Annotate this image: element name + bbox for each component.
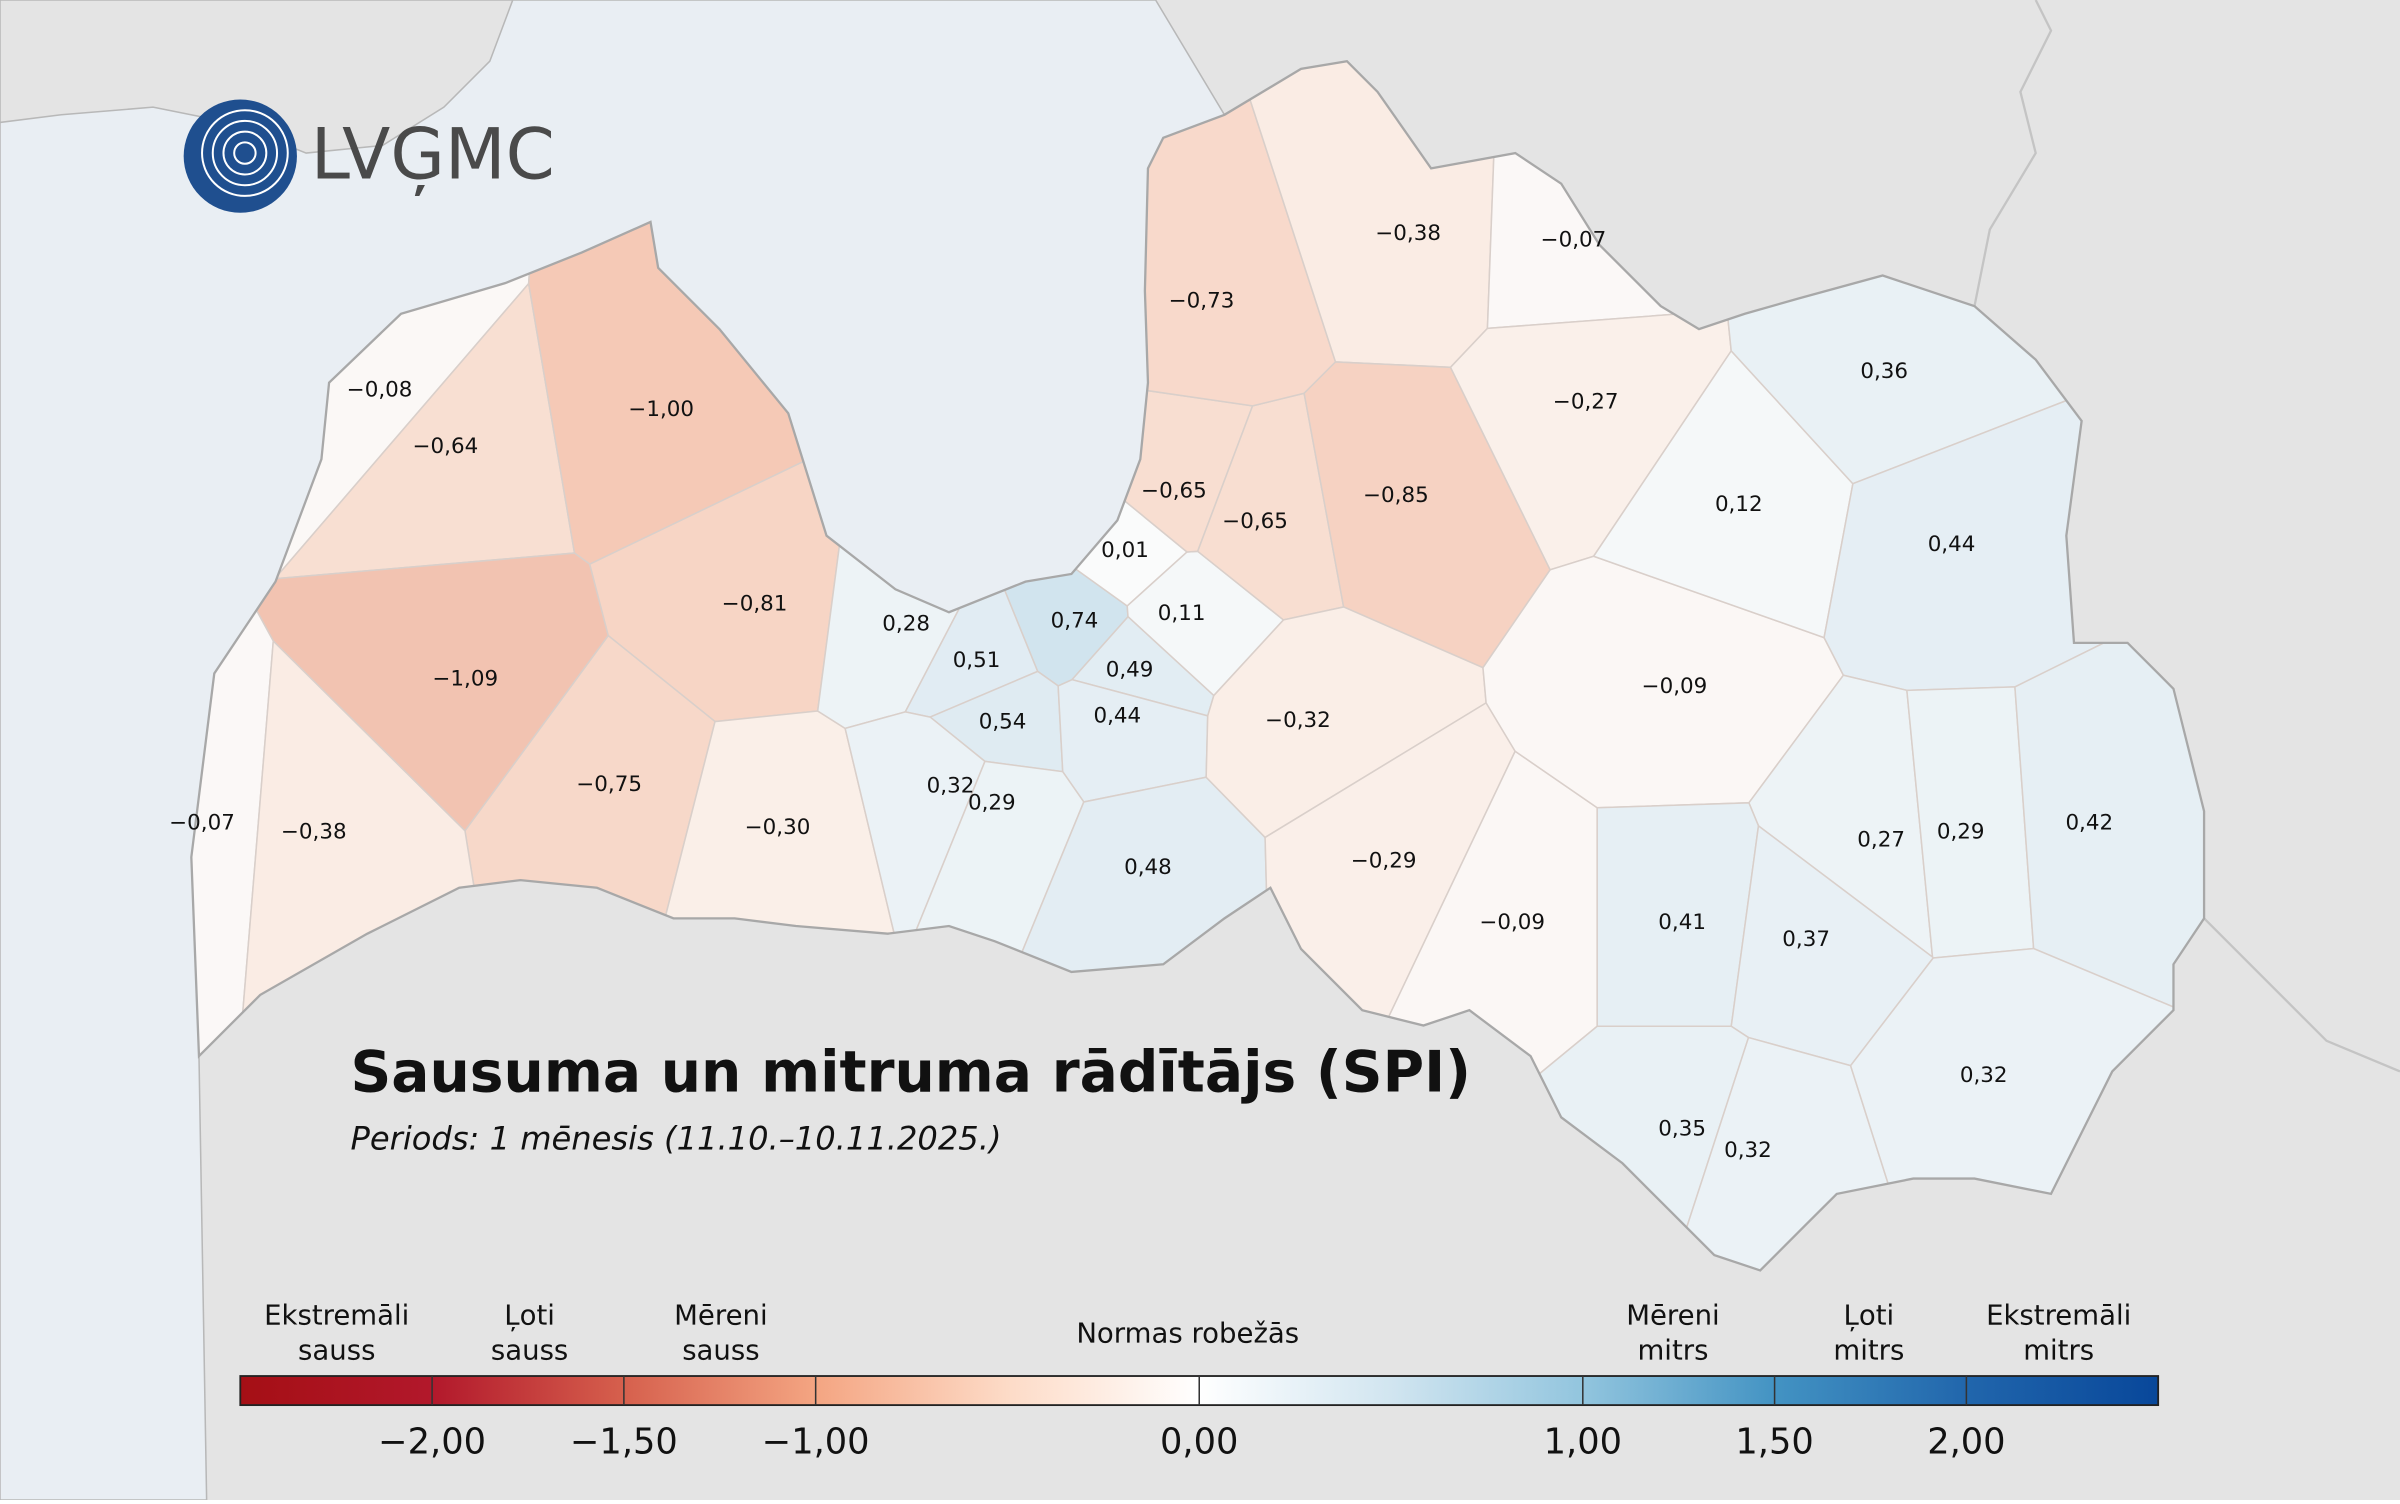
colorbar-tick-label: 1,00 — [1544, 1421, 1622, 1462]
region-label: −0,65 — [1222, 509, 1288, 534]
logo-text: LVĢMC — [311, 114, 555, 197]
region-label: 0,32 — [1960, 1063, 2008, 1088]
subtitle: Periods: 1 mēnesis (11.10.–10.11.2025.) — [351, 1119, 1002, 1157]
region-label: 0,74 — [1051, 608, 1099, 633]
region-label: −1,00 — [628, 397, 694, 422]
legend-category: mitrs — [1637, 1335, 1708, 1367]
country-outline — [190, 59, 2206, 1272]
region-label: −1,09 — [433, 667, 499, 692]
region-label: −0,73 — [1169, 289, 1235, 314]
region-label: 0,44 — [1094, 703, 1142, 728]
region-label: −0,38 — [1375, 221, 1441, 246]
legend-category: mitrs — [2023, 1335, 2094, 1367]
region-label: 0,32 — [927, 774, 975, 799]
region-label: −0,27 — [1553, 390, 1619, 415]
region-label: −0,65 — [1141, 478, 1207, 503]
region-label: 0,11 — [1158, 601, 1206, 626]
region-label: 0,27 — [1857, 827, 1905, 852]
region-label: −0,38 — [281, 820, 347, 845]
region-label: −0,09 — [1642, 674, 1708, 699]
legend-category: sauss — [491, 1335, 568, 1367]
legend-category: Ļoti — [504, 1299, 555, 1331]
region-label: 0,37 — [1782, 927, 1830, 952]
region-label: −0,30 — [745, 815, 811, 840]
legend-category: sauss — [298, 1335, 375, 1367]
region-label: −0,64 — [413, 434, 479, 459]
region-label: 0,35 — [1658, 1117, 1706, 1142]
legend-category: Ļoti — [1844, 1299, 1895, 1331]
region-label: −0,09 — [1479, 910, 1545, 935]
region-label: 0,29 — [1937, 820, 1985, 845]
region-label: 0,51 — [953, 648, 1001, 673]
region-label: −0,75 — [576, 772, 642, 797]
region-label: 0,41 — [1658, 910, 1706, 935]
region-label: −0,08 — [347, 377, 413, 402]
region-label: 0,01 — [1101, 538, 1149, 563]
legend: −2,00 −1,50 −1,00 0,00 1,00 1,50 2,00 Ekstremāl… — [239, 1299, 2160, 1462]
region-label: 0,44 — [1928, 532, 1976, 557]
region-label: −0,32 — [1265, 708, 1331, 733]
title: Sausuma un mitruma rādītājs (SPI) — [351, 1040, 1472, 1106]
legend-category: Normas robežās — [1076, 1318, 1299, 1350]
region-label: 0,42 — [2065, 810, 2113, 835]
legend-category: mitrs — [1833, 1335, 1904, 1367]
region-label: −0,85 — [1363, 483, 1429, 508]
region-label: 0,48 — [1124, 855, 1172, 880]
region-label: −0,29 — [1351, 849, 1417, 874]
region-label: 0,54 — [979, 709, 1027, 734]
colorbar-tick-label: 0,00 — [1160, 1421, 1238, 1462]
region-label: 0,28 — [882, 611, 930, 636]
colorbar-tick-label: 1,50 — [1735, 1421, 1813, 1462]
legend-category: sauss — [682, 1335, 759, 1367]
colorbar-tick-label: −1,00 — [762, 1421, 870, 1462]
colorbar-tick-label: 2,00 — [1927, 1421, 2005, 1462]
region-label: −0,07 — [1541, 227, 1607, 252]
legend-category: Mēreni — [1626, 1299, 1720, 1331]
region-label: 0,29 — [968, 791, 1016, 816]
region-label: 0,36 — [1860, 359, 1908, 384]
legend-category: Mēreni — [674, 1299, 768, 1331]
logo-mark — [183, 99, 297, 213]
logo-rings — [201, 109, 289, 197]
region-label: −0,07 — [169, 810, 235, 835]
colorbar-tick-label: −1,50 — [570, 1421, 678, 1462]
legend-category: Ekstremāli — [264, 1299, 409, 1331]
legend-category: Ekstremāli — [1986, 1299, 2131, 1331]
region-label: 0,49 — [1106, 657, 1154, 682]
region-label: 0,12 — [1715, 492, 1763, 517]
colorbar-tick-label: −2,00 — [378, 1421, 486, 1462]
labels: −0,08 −0,64 −1,00 −1,09 −0,81 −0,75 −0,30 −0,07… — [169, 221, 2113, 1163]
island — [0, 0, 514, 154]
border — [2203, 917, 2400, 1073]
region-label: −0,81 — [722, 592, 788, 617]
border — [1973, 0, 2053, 307]
region-label: 0,32 — [1724, 1138, 1772, 1163]
